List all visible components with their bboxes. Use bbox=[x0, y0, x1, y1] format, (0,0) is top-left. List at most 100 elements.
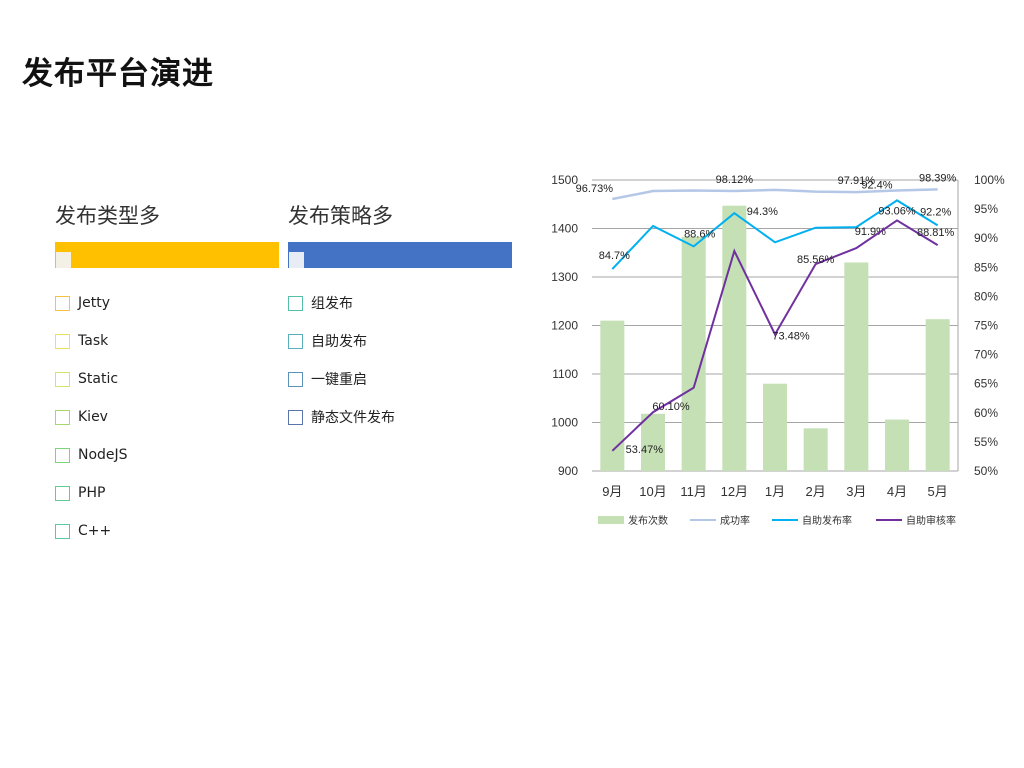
bar-square bbox=[56, 252, 71, 268]
right-axis-tick: 80% bbox=[974, 289, 998, 303]
release-types-list: Jetty Task Static Kiev NodeJS PHP C++ bbox=[55, 284, 279, 550]
checkbox-icon bbox=[55, 409, 70, 425]
list-item: C++ bbox=[55, 512, 279, 550]
item-label: Static bbox=[78, 371, 119, 387]
item-label: 组发布 bbox=[311, 296, 353, 312]
data-label: 88.81% bbox=[917, 227, 955, 239]
legend-label: 自助审核率 bbox=[906, 514, 956, 527]
x-axis-tick: 2月 bbox=[806, 484, 826, 499]
release-types-column: 发布类型多 Jetty Task Static Kiev NodeJS PHP … bbox=[55, 200, 279, 550]
left-axis-tick: 1500 bbox=[551, 173, 578, 187]
item-label: 一键重启 bbox=[311, 372, 367, 388]
bar bbox=[641, 413, 665, 471]
item-label: Jetty bbox=[78, 295, 111, 311]
color-bar-blue bbox=[288, 242, 512, 268]
legend-label: 发布次数 bbox=[628, 514, 668, 527]
left-axis-tick: 1400 bbox=[551, 222, 578, 236]
series-line-2 bbox=[611, 199, 939, 270]
bar bbox=[844, 262, 869, 471]
list-item: Static bbox=[55, 360, 279, 398]
color-bar-yellow bbox=[55, 242, 279, 268]
checkbox-icon bbox=[288, 371, 303, 387]
legend-swatch bbox=[598, 516, 624, 524]
list-item: 组发布 bbox=[288, 284, 512, 322]
column-heading: 发布策略多 bbox=[288, 204, 393, 228]
data-label: 84.7% bbox=[599, 250, 630, 262]
bar bbox=[763, 383, 787, 471]
bar-square bbox=[289, 252, 304, 268]
bar bbox=[925, 319, 950, 471]
right-axis-tick: 95% bbox=[974, 202, 998, 216]
right-axis-tick: 70% bbox=[974, 348, 998, 362]
x-axis-tick: 10月 bbox=[639, 484, 666, 499]
checkbox-icon bbox=[288, 295, 303, 311]
right-axis-tick: 55% bbox=[974, 435, 998, 449]
series-line-3 bbox=[611, 219, 939, 452]
data-label: 73.48% bbox=[772, 330, 810, 342]
x-axis-tick: 3月 bbox=[846, 484, 866, 499]
item-label: Kiev bbox=[78, 409, 108, 425]
list-item: NodeJS bbox=[55, 436, 279, 474]
list-item: PHP bbox=[55, 474, 279, 512]
x-axis-tick: 4月 bbox=[887, 484, 907, 499]
checkbox-icon bbox=[288, 333, 303, 349]
item-label: Task bbox=[78, 333, 109, 349]
checkbox-icon bbox=[55, 371, 70, 387]
checkbox-icon bbox=[55, 295, 70, 311]
checkbox-icon bbox=[55, 333, 70, 349]
item-label: C++ bbox=[78, 523, 112, 539]
x-axis-tick: 1月 bbox=[765, 484, 785, 499]
data-label: 96.73% bbox=[576, 183, 614, 195]
right-axis-tick: 50% bbox=[974, 464, 998, 478]
data-label: 94.3% bbox=[747, 206, 778, 218]
data-label: 97.91% bbox=[838, 175, 876, 187]
data-label: 91.9% bbox=[855, 226, 886, 238]
x-axis-tick: 9月 bbox=[602, 484, 622, 499]
data-label: 88.6% bbox=[684, 228, 715, 240]
right-axis-tick: 85% bbox=[974, 260, 998, 274]
release-strategies-column: 发布策略多 组发布 自助发布 一键重启 静态文件发布 bbox=[288, 200, 512, 436]
x-axis-tick: 12月 bbox=[721, 484, 748, 499]
checkbox-icon bbox=[55, 485, 70, 501]
item-label: 自助发布 bbox=[311, 334, 367, 350]
checkbox-icon bbox=[288, 409, 303, 425]
series-line-1 bbox=[612, 188, 938, 201]
left-axis-tick: 1100 bbox=[552, 367, 578, 381]
item-label: PHP bbox=[78, 485, 106, 501]
left-axis-tick: 1200 bbox=[551, 319, 578, 333]
right-axis-tick: 90% bbox=[974, 231, 998, 245]
data-label: 98.39% bbox=[919, 172, 957, 184]
right-axis-tick: 65% bbox=[974, 377, 998, 391]
release-strategies-list: 组发布 自助发布 一键重启 静态文件发布 bbox=[288, 284, 512, 436]
bar bbox=[803, 428, 828, 471]
bar bbox=[722, 205, 747, 471]
list-item: Jetty bbox=[55, 284, 279, 322]
list-item: 自助发布 bbox=[288, 322, 512, 360]
left-axis-tick: 1300 bbox=[551, 270, 578, 284]
bar bbox=[681, 236, 706, 471]
data-label: 92.2% bbox=[920, 206, 951, 218]
data-label: 85.56% bbox=[797, 254, 835, 266]
list-item: 一键重启 bbox=[288, 360, 512, 398]
data-label: 92.4% bbox=[861, 179, 892, 191]
right-axis-tick: 60% bbox=[974, 406, 998, 420]
list-item: Task bbox=[55, 322, 279, 360]
data-label: 60.10% bbox=[652, 401, 690, 413]
x-axis-tick: 5月 bbox=[928, 484, 948, 499]
list-item: 静态文件发布 bbox=[288, 398, 512, 436]
list-item: Kiev bbox=[55, 398, 279, 436]
left-axis-tick: 900 bbox=[558, 464, 578, 478]
legend-label: 成功率 bbox=[720, 514, 750, 527]
bar bbox=[600, 320, 625, 471]
data-label: 53.47% bbox=[626, 444, 664, 456]
checkbox-icon bbox=[55, 447, 70, 463]
legend-label: 自助发布率 bbox=[802, 514, 852, 527]
item-label: NodeJS bbox=[78, 447, 128, 463]
item-label: 静态文件发布 bbox=[311, 410, 395, 426]
right-axis-tick: 75% bbox=[974, 319, 998, 333]
page-title: 发布平台演进 bbox=[22, 56, 214, 92]
data-label: 98.12% bbox=[716, 174, 754, 186]
bar bbox=[885, 419, 909, 471]
x-axis-tick: 11月 bbox=[680, 484, 707, 499]
data-label: 93.06% bbox=[878, 205, 916, 217]
